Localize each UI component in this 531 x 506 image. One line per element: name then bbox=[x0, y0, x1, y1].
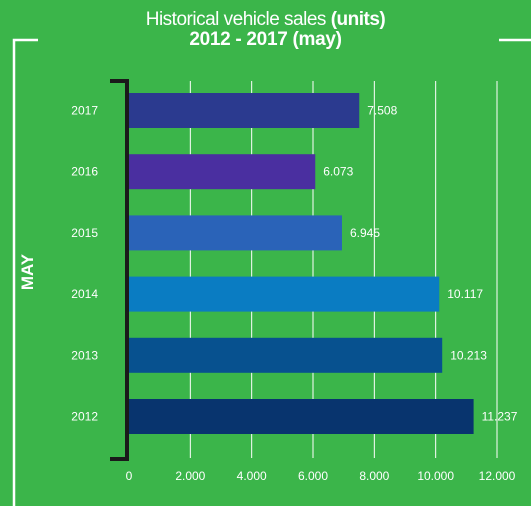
x-tick-label: 0 bbox=[126, 469, 133, 483]
chart-subtitle: 2012 - 2017 (may) bbox=[189, 29, 342, 50]
data-label: 6.073 bbox=[323, 165, 353, 179]
data-label: 10.213 bbox=[450, 348, 487, 362]
category-label: 2012 bbox=[71, 410, 98, 424]
category-label: 2014 bbox=[71, 287, 98, 301]
x-tick-label: 12.000 bbox=[479, 469, 516, 483]
category-label: 2016 bbox=[71, 165, 98, 179]
y-axis-bracket bbox=[110, 79, 129, 461]
bar bbox=[129, 154, 316, 190]
x-tick-label: 8.000 bbox=[359, 469, 389, 483]
x-tick-label: 4.000 bbox=[237, 469, 267, 483]
x-tick-label: 10.000 bbox=[417, 469, 454, 483]
bar bbox=[129, 276, 440, 312]
title-bold: (units) bbox=[330, 9, 386, 30]
x-tick-label: 2.000 bbox=[175, 469, 205, 483]
bar bbox=[129, 337, 443, 373]
bar bbox=[129, 399, 474, 434]
category-label: 2017 bbox=[71, 104, 98, 118]
title-regular: Historical vehicle sales bbox=[145, 9, 327, 30]
category-label: 2013 bbox=[71, 348, 98, 362]
data-label: 11.237 bbox=[482, 410, 518, 424]
bar bbox=[129, 93, 360, 128]
category-label: 2015 bbox=[71, 226, 98, 240]
data-label: 6.945 bbox=[350, 226, 380, 240]
data-label: 10.117 bbox=[447, 287, 483, 301]
x-tick-label: 6.000 bbox=[298, 469, 328, 483]
chart-title: Historical vehicle sales (units) 2012 - … bbox=[0, 10, 531, 50]
data-label: 7.508 bbox=[367, 104, 397, 118]
bar bbox=[129, 215, 342, 251]
frame bbox=[12, 38, 531, 506]
